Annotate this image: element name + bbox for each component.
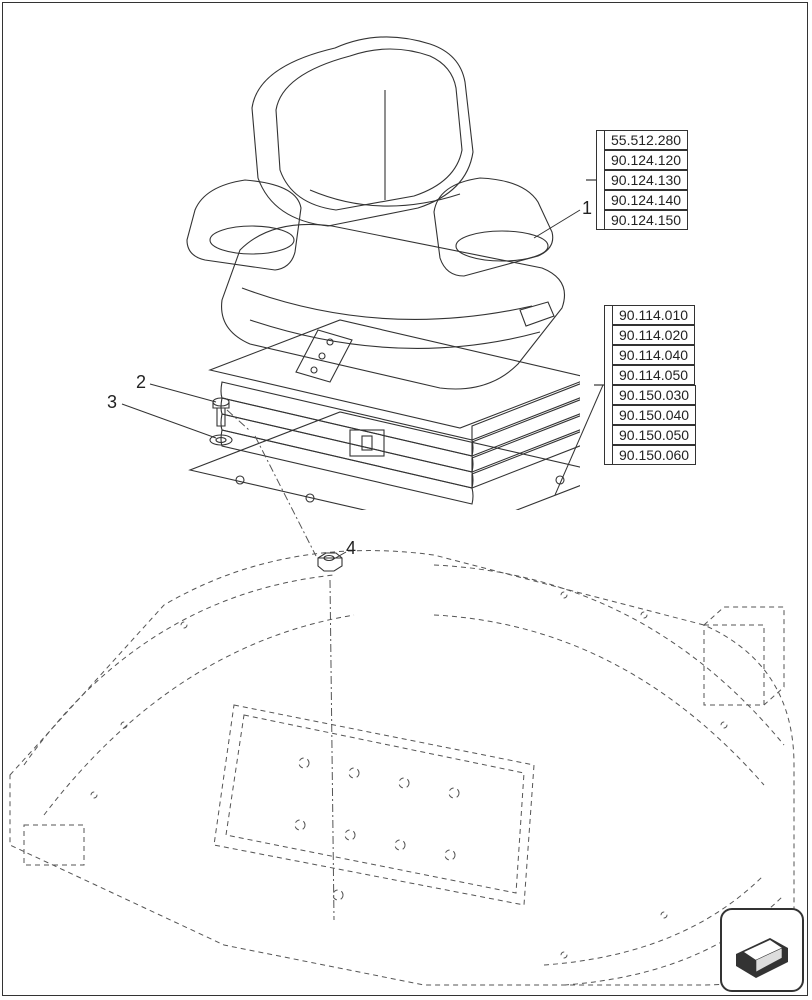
ref-top-1: 90.124.120 [604,150,688,170]
bracket-top-tick [586,176,598,184]
ref-top-2: 90.124.130 [604,170,688,190]
bracket-top-end2 [596,229,604,230]
orientation-arrow-icon [720,908,804,992]
ref-top-3: 90.124.140 [604,190,688,210]
ref-bot-2: 90.114.040 [612,345,695,365]
ref-bot-7: 90.150.060 [612,445,696,465]
bracket-top-end1 [596,130,604,131]
ref-bot-3: 90.114.050 [612,365,695,385]
leader-lines [0,0,812,1000]
ref-bot-1: 90.114.020 [612,325,695,345]
diagram-canvas: 1 2 3 4 55.512.280 90.124.120 90.124.130… [0,0,812,1000]
ref-top-0: 55.512.280 [604,130,688,150]
ref-bot-4: 90.150.030 [612,385,696,405]
ref-bot-0: 90.114.010 [612,305,695,325]
ref-top-4: 90.124.150 [604,210,688,230]
bracket-bottom-end1 [604,305,612,306]
ref-bot-6: 90.150.050 [612,425,696,445]
bracket-bottom-tick [594,381,606,389]
ref-bot-5: 90.150.040 [612,405,696,425]
bracket-bottom-end2 [604,464,612,465]
